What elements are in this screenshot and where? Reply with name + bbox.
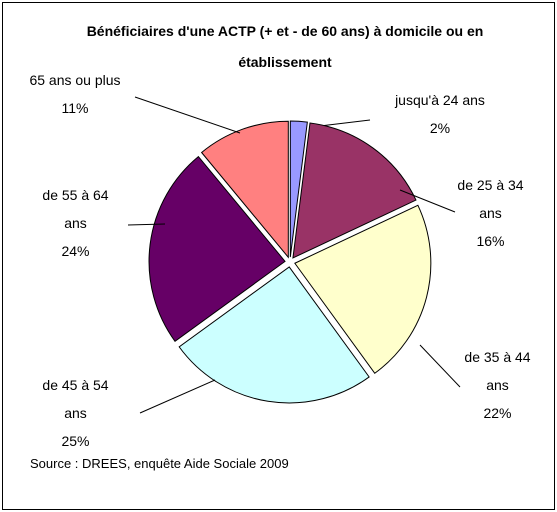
value-label: 22% [483, 405, 512, 421]
slice-label: de 55 à 64 ans 24% [33, 181, 118, 265]
leader-line [399, 189, 456, 213]
value-label: 24% [61, 243, 90, 259]
category-label: de 55 à 64 ans [42, 187, 109, 231]
leader-line [127, 223, 166, 226]
value-label: 16% [476, 233, 505, 249]
slice-label: de 45 à 54 ans 25% [33, 371, 118, 455]
pie-slice [200, 120, 289, 259]
slice-label: jusqu'à 24 ans 2% [375, 86, 505, 142]
slice-label: 65 ans ou plus 11% [10, 66, 140, 122]
leader-line [419, 344, 461, 388]
category-label: de 25 à 34 ans [457, 177, 524, 221]
value-label: 11% [61, 100, 89, 116]
pie-slice [178, 266, 370, 404]
pie-slice [292, 122, 417, 259]
category-label: 65 ans ou plus [29, 72, 121, 88]
source-note: Source : DREES, enquête Aide Sociale 200… [30, 456, 289, 471]
pie-slice [148, 155, 286, 343]
value-label: 25% [61, 433, 90, 449]
value-label: 2% [429, 120, 451, 136]
slice-label: de 25 à 34 ans 16% [448, 171, 533, 255]
leader-line [134, 96, 241, 134]
chart-title: Bénéficiaires d'une ACTP (+ et - de 60 a… [86, 23, 484, 70]
category-label: de 35 à 44 ans [464, 349, 531, 393]
pie-slice [294, 204, 432, 374]
pie-slice [289, 120, 308, 258]
leader-line [319, 119, 371, 127]
leader-line [139, 379, 216, 414]
category-label: jusqu'à 24 ans [395, 92, 485, 108]
category-label: de 45 à 54 ans [42, 377, 109, 421]
slice-label: de 35 à 44 ans 22% [455, 343, 540, 427]
